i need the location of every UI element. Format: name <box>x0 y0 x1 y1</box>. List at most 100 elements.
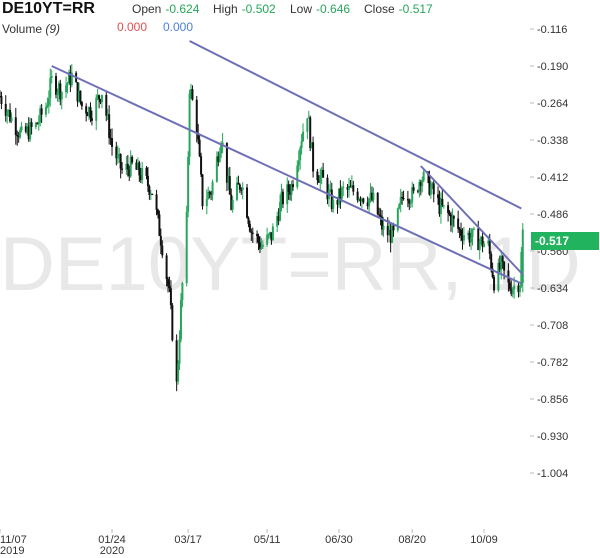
candle-body <box>70 72 73 86</box>
candle-body <box>408 200 411 204</box>
candle-body <box>497 262 500 291</box>
candle-body <box>358 199 361 201</box>
candle-body <box>6 112 9 116</box>
open-value: -0.624 <box>165 2 200 16</box>
candle-body <box>296 165 299 188</box>
candle-body <box>159 235 162 246</box>
candle-body <box>60 92 63 100</box>
candle-body <box>386 225 389 236</box>
candle-body <box>503 261 506 271</box>
candle-body <box>437 194 440 198</box>
candle-body <box>510 289 513 294</box>
candle-body <box>287 184 290 193</box>
candle-body <box>439 198 442 215</box>
candle-body <box>228 176 231 195</box>
candle-body <box>111 138 114 147</box>
candle-body <box>468 232 471 243</box>
candle-body <box>40 108 43 115</box>
candle-body <box>320 169 323 176</box>
candle-body <box>257 236 260 243</box>
candle-body <box>289 192 292 195</box>
y-tick-label: -0.412 <box>537 172 568 184</box>
candle-body <box>195 99 198 134</box>
candle-body <box>330 189 333 209</box>
low-readout: Low -0.646 <box>290 2 350 16</box>
candle-body <box>14 117 17 135</box>
candle-body <box>190 89 193 94</box>
candle-body <box>366 202 369 207</box>
candle-body <box>480 236 483 242</box>
candle-body <box>128 169 131 177</box>
candle-body <box>36 122 39 125</box>
x-tick-label: 06/30 <box>325 534 353 546</box>
candle-body <box>17 136 20 138</box>
candle-body <box>452 216 455 219</box>
candle-body <box>339 188 342 199</box>
candle-body <box>69 72 72 86</box>
candle-body <box>125 163 128 170</box>
candle-body <box>411 187 414 203</box>
candle-body <box>392 225 395 231</box>
candle-body <box>98 95 101 100</box>
candle-body <box>441 198 444 206</box>
candle-body <box>300 141 303 149</box>
candle-body <box>59 83 62 100</box>
candle-body <box>271 226 274 241</box>
low-label: Low <box>290 2 313 16</box>
candle-body <box>148 186 151 196</box>
candle-body <box>381 216 384 230</box>
x-tick-label: 08/20 <box>398 534 426 546</box>
candle-body <box>67 72 70 84</box>
candle-body <box>77 90 80 102</box>
trendlines[interactable] <box>51 40 524 285</box>
candle-body <box>438 197 441 215</box>
candle-body <box>286 184 289 205</box>
candle-body <box>329 189 332 191</box>
candle-body <box>241 187 244 190</box>
candle-body <box>210 193 213 195</box>
candle-body <box>261 244 264 247</box>
candle-body <box>50 76 53 78</box>
candle-body <box>322 169 325 178</box>
y-tick-label: -0.190 <box>537 61 568 73</box>
candle-body <box>422 171 425 181</box>
candle-body <box>129 156 132 177</box>
candle-body <box>520 252 523 287</box>
candle-body <box>136 162 139 170</box>
candle-body <box>215 156 218 182</box>
candle-body <box>352 185 355 192</box>
candle-body <box>211 181 214 195</box>
candle-body <box>205 199 208 207</box>
candle-body <box>96 95 99 98</box>
close-label: Close <box>364 2 395 16</box>
x-tick-year: 2020 <box>100 545 124 557</box>
candle-body <box>131 156 134 163</box>
candle-body <box>360 198 363 202</box>
candle-body <box>24 126 27 133</box>
candle-body <box>462 235 465 241</box>
trendline[interactable] <box>420 165 524 276</box>
candle-body <box>498 262 501 270</box>
candle-body <box>9 109 12 122</box>
y-tick-label: -1.004 <box>537 468 568 480</box>
candle-body <box>185 211 188 284</box>
candle-body <box>359 199 362 202</box>
candle-body <box>119 154 122 169</box>
trendline[interactable] <box>189 40 522 210</box>
candle-body <box>39 108 42 123</box>
candle-body <box>349 185 352 188</box>
candle-body <box>247 217 250 224</box>
last-price-badge: -0.517 <box>531 232 599 250</box>
candle-body <box>267 234 270 236</box>
candle-body <box>138 162 141 176</box>
candle-body <box>155 194 158 210</box>
candle-body <box>419 182 422 186</box>
candle-body <box>250 231 253 233</box>
candle-body <box>312 142 315 172</box>
candle-body <box>401 196 404 199</box>
x-tick-label: 05/11 <box>254 534 281 546</box>
candle-body <box>80 101 83 107</box>
trendline[interactable] <box>51 65 522 285</box>
candle-body <box>225 142 228 183</box>
